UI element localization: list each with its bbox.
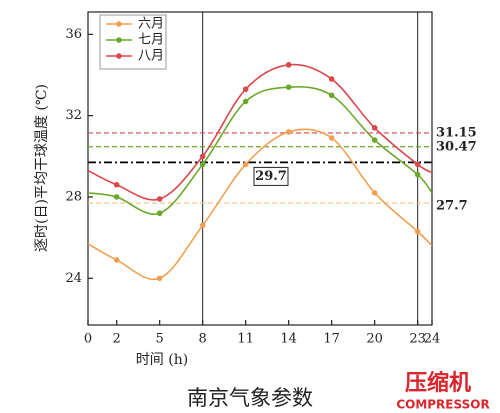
reference-label: 31.15: [436, 125, 477, 140]
x-tick-label: 2: [113, 332, 121, 347]
reference-label: 30.47: [436, 139, 477, 154]
logo-sub: COMPRESSOR: [396, 398, 489, 412]
legend-marker: [116, 37, 122, 43]
y-tick-label: 32: [65, 108, 82, 123]
y-axis-label: 逐时(日)平均干球温度 (℃): [34, 84, 50, 252]
data-point: [113, 257, 120, 263]
data-point: [156, 275, 163, 282]
x-tick-label: 20: [366, 332, 383, 347]
legend-label: 七月: [138, 33, 164, 48]
data-point: [414, 161, 421, 168]
series-line: [87, 63, 433, 201]
x-tick-label: 5: [156, 332, 164, 347]
data-point: [414, 228, 421, 235]
x-tick-label: 17: [323, 332, 340, 347]
data-point: [328, 76, 335, 82]
logo: 压缩机: [405, 370, 471, 396]
y-tick-label: 28: [65, 189, 82, 204]
data-point: [199, 161, 206, 168]
plot-frame: [87, 11, 433, 326]
data-point: [371, 190, 378, 196]
x-tick-label: 11: [237, 332, 254, 347]
x-tick-label: 0: [84, 332, 92, 347]
data-point: [414, 171, 421, 178]
x-axis-label: 时间 (h): [136, 352, 188, 368]
legend-marker: [116, 53, 122, 59]
data-point: [199, 222, 206, 229]
y-tick-label: 24: [65, 271, 82, 286]
series-line: [87, 128, 433, 281]
reference-box: [253, 166, 289, 186]
data-point: [156, 210, 163, 217]
data-point: [285, 84, 292, 91]
legend-label: 六月: [138, 17, 164, 32]
data-point: [242, 98, 249, 105]
x-tick-label: 24: [424, 332, 441, 347]
reference-label: 27.7: [436, 199, 468, 214]
caption: 南京气象参数: [187, 386, 313, 410]
x-tick-label: 14: [280, 332, 297, 347]
data-point: [328, 92, 335, 99]
reference-label: 29.7: [255, 169, 287, 184]
data-point: [371, 137, 378, 143]
data-point: [242, 86, 249, 93]
data-point: [156, 196, 163, 202]
data-point: [113, 194, 120, 200]
data-point: [285, 62, 292, 68]
data-point: [113, 181, 120, 188]
data-point: [371, 125, 378, 131]
x-tick-label: 8: [199, 332, 207, 347]
legend-label: 八月: [138, 49, 164, 64]
series-line: [87, 86, 433, 216]
y-tick-label: 36: [65, 27, 82, 42]
legend-marker: [116, 21, 122, 27]
data-point: [199, 153, 206, 160]
data-point: [242, 161, 249, 168]
data-point: [285, 129, 292, 135]
x-tick-label: 23: [409, 332, 426, 347]
data-point: [328, 135, 335, 141]
